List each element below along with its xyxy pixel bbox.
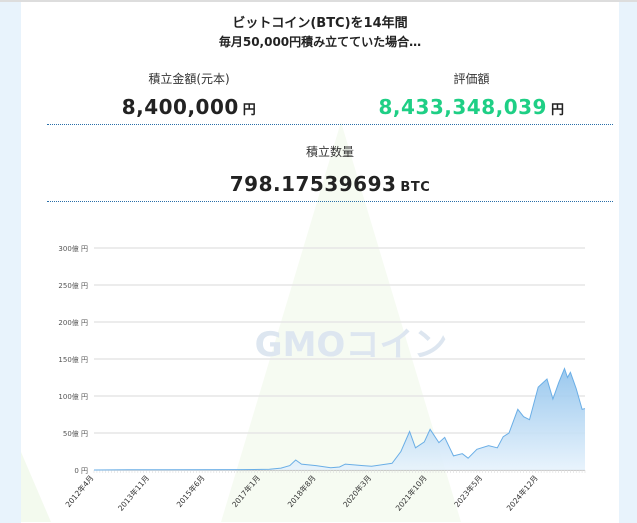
x-tick-label: 2018年8月 <box>285 473 318 509</box>
x-tick-label: 2015年6月 <box>174 473 207 509</box>
x-tick-label: 2013年11月 <box>115 473 151 513</box>
valuation-value: 8,433,348,039 <box>378 95 547 119</box>
y-tick-label: 300億 円 <box>58 244 88 253</box>
y-tick-label: 0 円 <box>74 467 88 475</box>
principal-value: 8,400,000 <box>121 95 239 119</box>
valuation-stat: 評価額 8,433,348,039 円 <box>330 70 613 125</box>
valuation-label: 評価額 <box>453 72 490 86</box>
result-title: ビットコイン(BTC)を14年間 <box>232 16 408 31</box>
result-subtitle: 毎月50,000円積み立てていた場合… <box>218 35 422 49</box>
valuation-unit: 円 <box>550 103 565 118</box>
principal-unit: 円 <box>242 103 257 118</box>
valuation-chart: 0 円 50億 円 100億 円 150億 円 200億 円 250億 円 300億 円 G… <box>58 244 586 513</box>
x-tick-label: 2012年4月 <box>63 473 96 509</box>
y-tick-label: 150億 円 <box>58 355 88 364</box>
simulation-result-card: ビットコイン(BTC)を14年間 毎月50,000円積み立てていた場合… 積立金… <box>21 2 619 523</box>
y-tick-label: 250億 円 <box>58 281 88 290</box>
quantity-label: 積立数量 <box>305 145 354 159</box>
series-area <box>94 368 585 470</box>
principal-stat: 積立金額(元本) 8,400,000 円 <box>47 70 331 125</box>
x-tick-label: 2021年10月 <box>393 473 429 513</box>
y-tick-label: 200億 円 <box>58 318 88 327</box>
quantity-value: 798.17539693 <box>229 172 397 196</box>
series-line <box>93 367 586 471</box>
x-tick-label: 2017年1月 <box>229 473 262 509</box>
y-tick-label: 50億 円 <box>63 429 88 438</box>
x-tick-label: 2020年3月 <box>341 473 374 509</box>
gmo-watermark: GMOコイン <box>255 325 448 365</box>
quantity-stat: 積立数量 798.17539693 BTC <box>47 143 613 202</box>
x-tick-label: 2023年5月 <box>452 473 485 509</box>
quantity-unit: BTC <box>400 180 431 195</box>
x-tick-label: 2024年12月 <box>504 473 540 513</box>
background-decoration <box>21 382 51 522</box>
principal-label: 積立金額(元本) <box>148 72 230 86</box>
y-tick-label: 100億 円 <box>58 392 88 401</box>
top-border <box>0 0 637 2</box>
